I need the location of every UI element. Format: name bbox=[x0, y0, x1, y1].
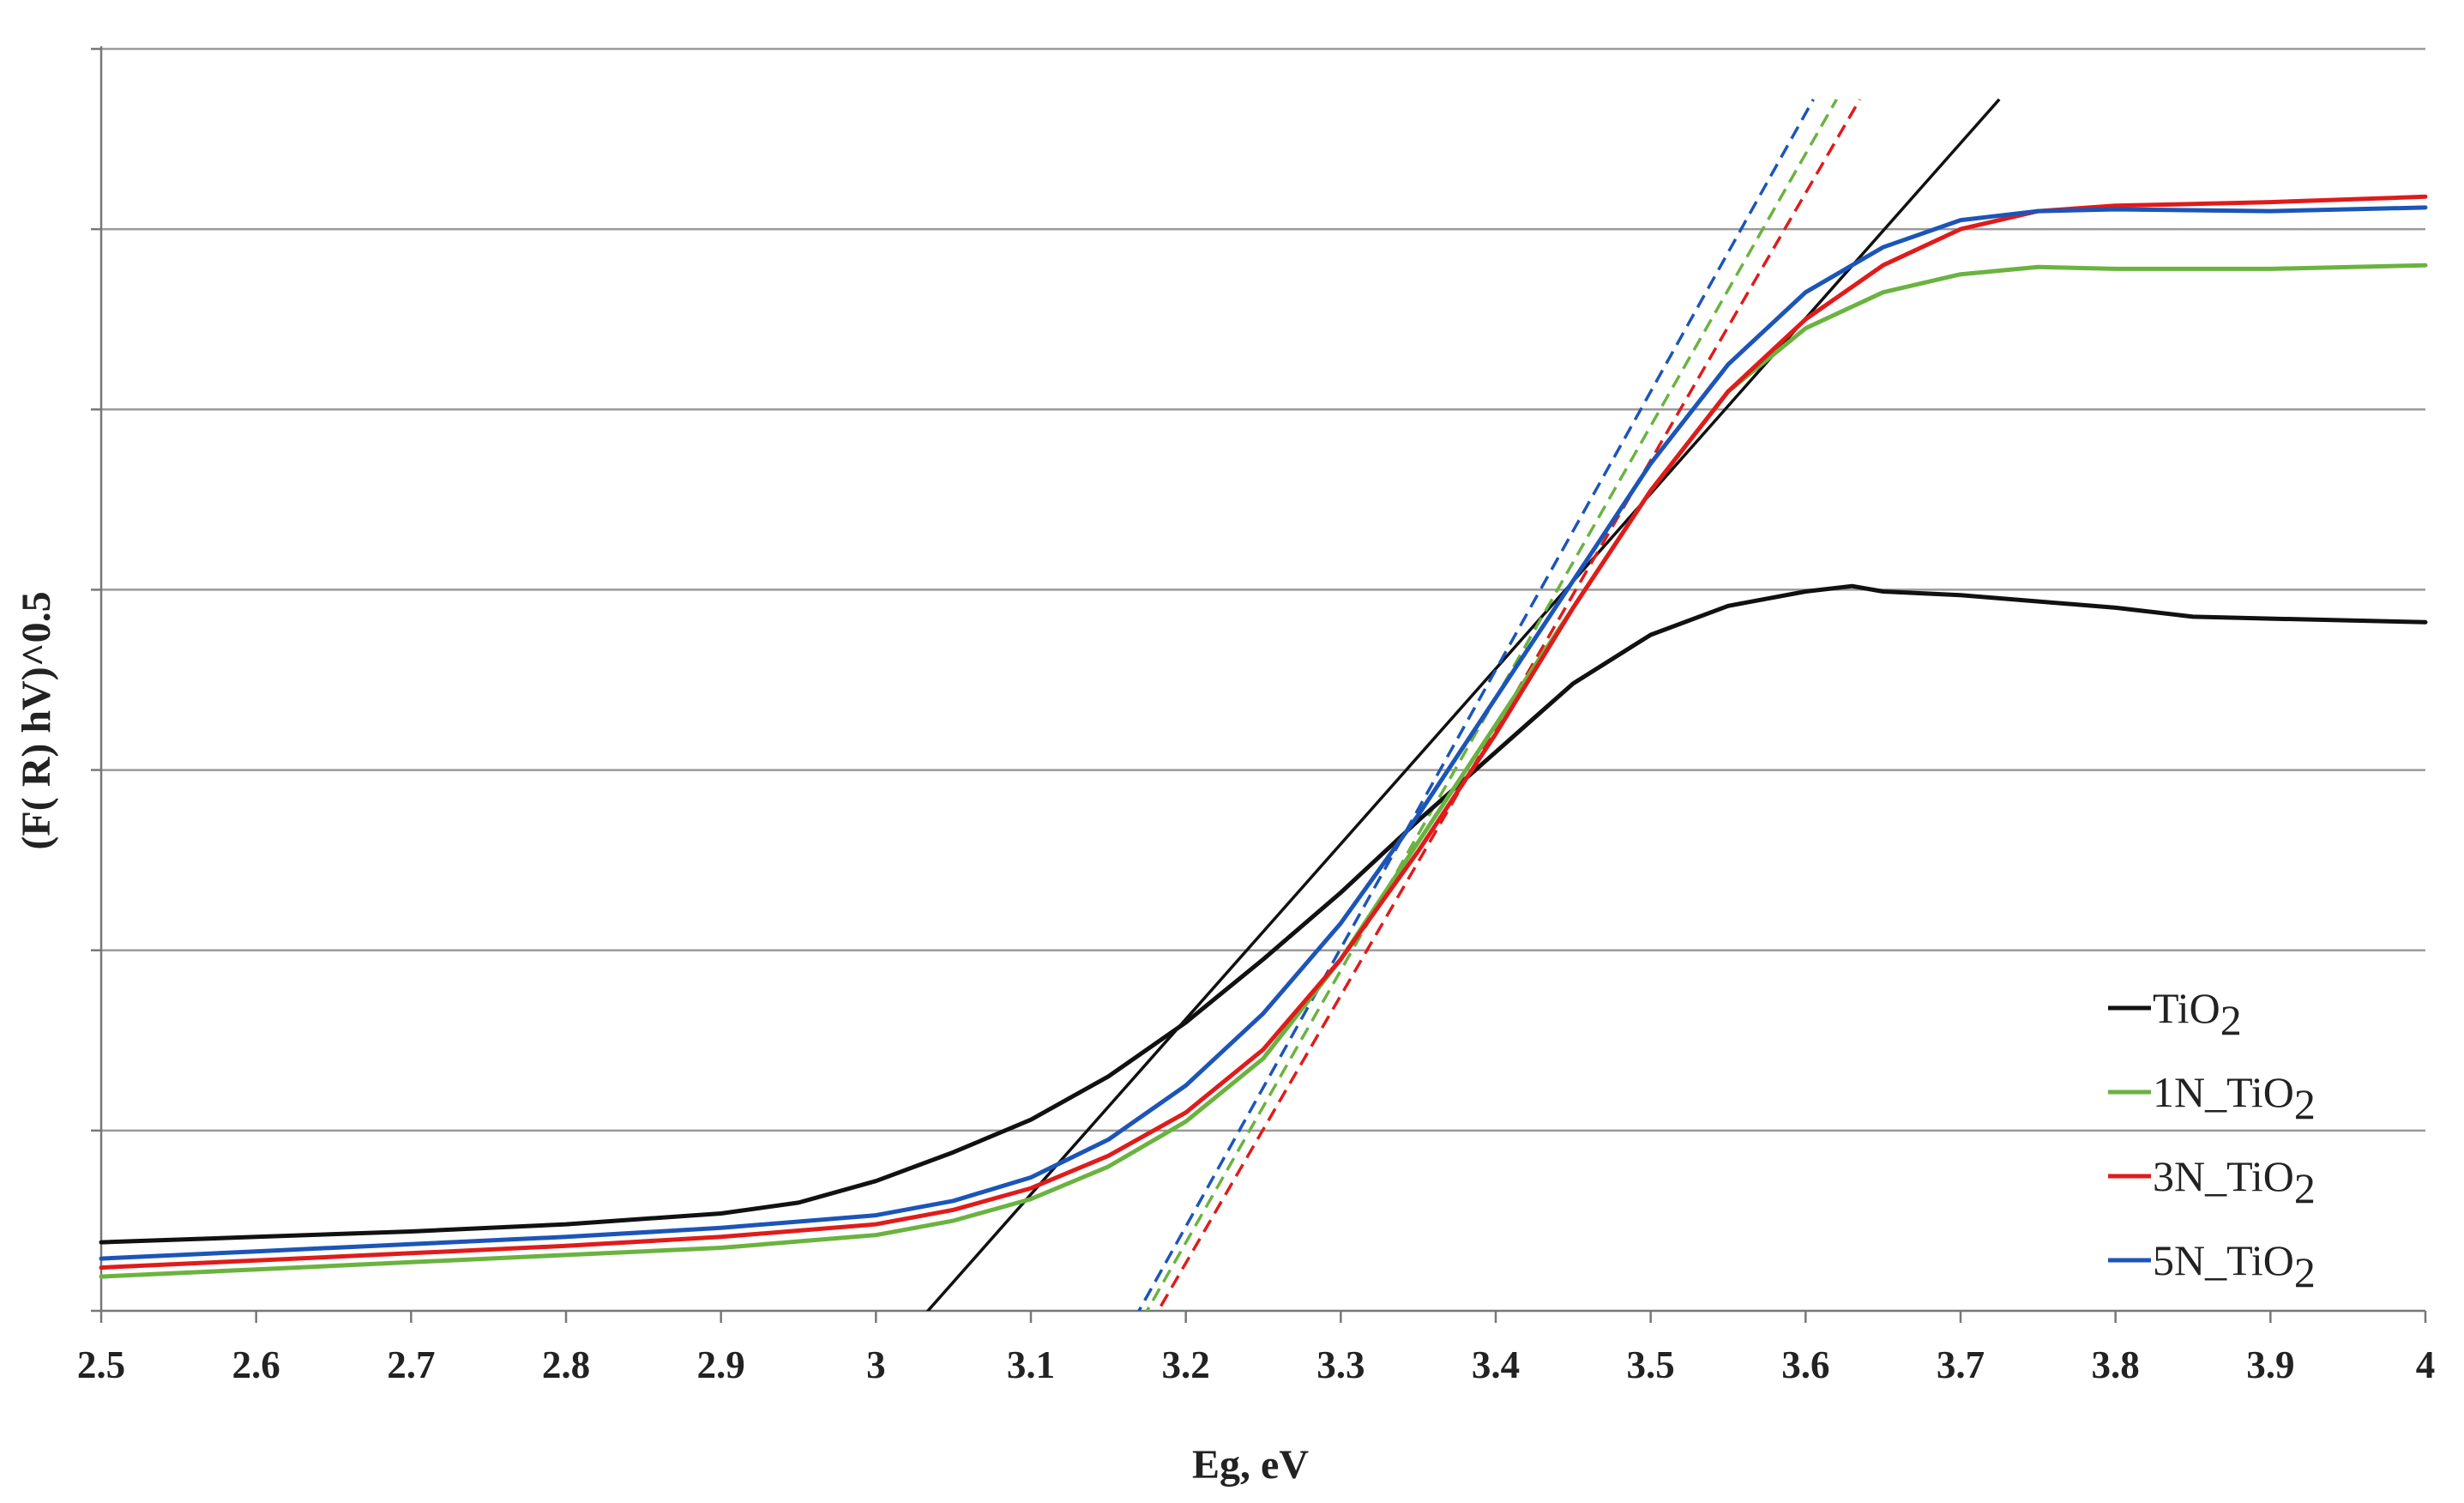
x-tick-label: 3.8 bbox=[2092, 1343, 2140, 1386]
x-tick-label: 3.3 bbox=[1316, 1343, 1365, 1386]
x-axis-title: Eg, eV bbox=[1192, 1442, 1309, 1488]
y-axis-title: (F( R) hV)^0.5 bbox=[14, 591, 59, 849]
x-tick-labels: 2.5 2.6 2.7 2.8 2.9 3 3.1 3.2 3.3 3.4 3.5 3.6 3.7 3.8… bbox=[77, 1343, 2435, 1386]
x-tick-label: 2.5 bbox=[77, 1343, 125, 1386]
x-tick-label: 3.5 bbox=[1627, 1343, 1675, 1386]
legend-label-main: 3N_TiO bbox=[2153, 1152, 2294, 1200]
legend-label: 3N_TiO2 bbox=[2153, 1152, 2316, 1212]
x-tick-label: 2.6 bbox=[232, 1343, 280, 1386]
legend-label-main: 1N_TiO bbox=[2153, 1068, 2294, 1116]
series-line-5n_tio2 bbox=[99, 205, 2428, 1261]
x-tick-label: 3.4 bbox=[1472, 1343, 1520, 1386]
x-tick-label: 2.9 bbox=[697, 1343, 745, 1386]
legend-label-subscript: 2 bbox=[2294, 1248, 2316, 1296]
x-tick-label: 3.1 bbox=[1007, 1343, 1055, 1386]
x-tick-label: 4 bbox=[2416, 1343, 2436, 1386]
tangent-line-5n_tio2 bbox=[1136, 98, 1815, 1311]
legend-label: 1N_TiO2 bbox=[2153, 1068, 2316, 1128]
gridlines bbox=[101, 47, 2425, 1132]
tangent-line-tio2 bbox=[925, 98, 2001, 1311]
legend-label-subscript: 2 bbox=[2220, 996, 2242, 1044]
legend-label-main: 5N_TiO bbox=[2153, 1236, 2294, 1284]
legend-label: 5N_TiO2 bbox=[2153, 1236, 2316, 1296]
x-tick-label: 3.2 bbox=[1162, 1343, 1210, 1386]
series-line-1n_tio2 bbox=[99, 263, 2428, 1279]
x-tick-label: 2.7 bbox=[387, 1343, 435, 1386]
series-line-3n_tio2 bbox=[99, 194, 2428, 1271]
tangent-lines bbox=[925, 98, 2001, 1311]
x-tick-label: 2.8 bbox=[542, 1343, 590, 1386]
series-line-tio2 bbox=[99, 583, 2428, 1245]
legend-label-subscript: 2 bbox=[2294, 1164, 2316, 1212]
x-tick-label: 3.7 bbox=[1937, 1343, 1985, 1386]
legend-label-main: TiO bbox=[2153, 984, 2220, 1032]
x-tick-label: 3.9 bbox=[2246, 1343, 2294, 1386]
x-tick-label: 3 bbox=[866, 1343, 886, 1386]
x-tick-label: 3.6 bbox=[1781, 1343, 1829, 1386]
legend-label: TiO2 bbox=[2153, 984, 2242, 1044]
axes bbox=[91, 46, 2427, 1323]
series-lines bbox=[99, 194, 2428, 1279]
legend-label-subscript: 2 bbox=[2294, 1080, 2316, 1128]
